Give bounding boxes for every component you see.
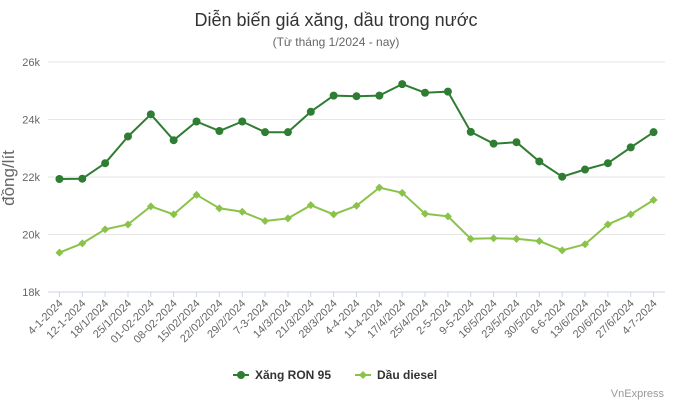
chart-subtitle: (Từ tháng 1/2024 - nay) [273, 35, 400, 49]
data-point [649, 196, 658, 204]
data-point [466, 127, 475, 136]
series-layer [55, 80, 658, 257]
credit-text[interactable]: VnExpress [611, 388, 665, 400]
data-point [352, 92, 361, 101]
y-tick-label: 26k [22, 57, 40, 69]
data-point [443, 212, 452, 221]
data-point [169, 210, 178, 219]
y-axis-ticks: 18k 20k 22k 24k 26k [22, 57, 40, 299]
data-point [489, 139, 498, 148]
legend[interactable]: Xăng RON 95 Dầu diesel [233, 368, 437, 382]
data-point [535, 157, 544, 166]
y-tick-label: 18k [22, 287, 40, 299]
data-point [375, 183, 384, 192]
data-point [55, 248, 64, 257]
data-point [78, 174, 87, 183]
series-group [55, 80, 658, 184]
legend-item[interactable]: Dầu diesel [355, 368, 437, 382]
data-point [352, 201, 361, 210]
data-point [261, 128, 270, 137]
data-point [375, 91, 384, 100]
data-point [283, 128, 292, 137]
data-point [626, 143, 635, 152]
y-tick-label: 20k [22, 230, 40, 242]
data-point [306, 107, 315, 116]
y-tick-label: 22k [22, 172, 40, 184]
data-point [512, 234, 521, 243]
data-point [78, 239, 87, 248]
legend-label: Xăng RON 95 [255, 368, 331, 382]
data-point [55, 175, 64, 184]
data-point [123, 220, 132, 229]
data-point [581, 240, 590, 249]
data-point [306, 201, 315, 210]
data-point [192, 117, 201, 126]
data-point [101, 159, 110, 168]
legend-marker [237, 371, 245, 379]
series-group [55, 183, 658, 257]
chart-title: Diễn biến giá xăng, dầu trong nước [194, 9, 477, 30]
data-point [466, 234, 475, 243]
data-point [443, 87, 452, 96]
data-point [215, 204, 224, 213]
data-point [146, 110, 155, 119]
data-point [512, 138, 521, 147]
y-tick-label: 24k [22, 115, 40, 127]
data-point [238, 207, 247, 216]
data-point [123, 132, 132, 141]
data-point [603, 159, 612, 168]
data-point [146, 202, 155, 211]
legend-label: Dầu diesel [377, 368, 437, 382]
data-point [626, 210, 635, 219]
data-point [215, 127, 224, 135]
data-point [398, 188, 407, 197]
data-point [558, 172, 567, 181]
data-point [649, 128, 658, 137]
data-point [329, 91, 338, 100]
data-point [421, 209, 430, 218]
data-point [238, 117, 247, 126]
data-point [169, 136, 178, 145]
x-axis-ticks: 4-1-202412-1-202418/1/202425/1/202401-02… [26, 292, 660, 346]
data-point [398, 80, 407, 89]
legend-marker [359, 371, 367, 379]
y-axis-label: đồng/lít [0, 150, 18, 206]
data-point [489, 234, 498, 243]
data-point [192, 190, 201, 199]
data-point [101, 225, 110, 234]
data-point [329, 210, 338, 219]
series-line [59, 186, 655, 254]
legend-item[interactable]: Xăng RON 95 [233, 368, 331, 382]
data-point [421, 88, 430, 97]
data-point [261, 216, 270, 225]
data-point [558, 246, 567, 255]
data-point [581, 165, 590, 174]
data-point [535, 237, 544, 246]
data-point [603, 220, 612, 229]
data-point [283, 214, 292, 223]
